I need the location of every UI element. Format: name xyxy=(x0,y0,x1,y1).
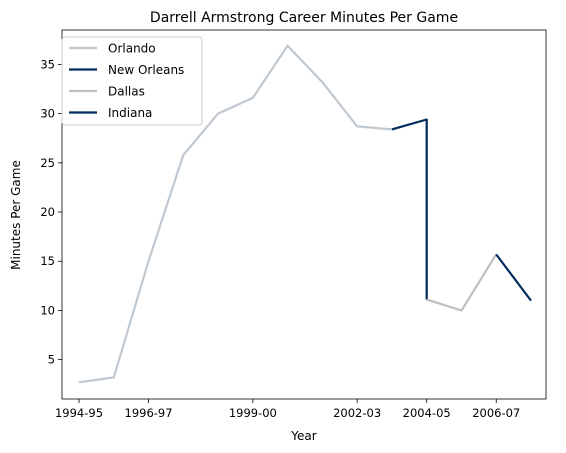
series-line-dallas xyxy=(426,253,498,312)
x-tick-label: 1999-00 xyxy=(229,406,277,420)
x-tick-label: 1994-95 xyxy=(55,406,103,420)
x-tick-label: 2002-03 xyxy=(333,406,381,420)
y-tick-label: 15 xyxy=(40,254,55,268)
chart-title: Darrell Armstrong Career Minutes Per Gam… xyxy=(150,10,458,26)
x-axis-label: Year xyxy=(290,429,316,443)
x-tick-label: 2006-07 xyxy=(472,406,520,420)
x-tick-label: 2004-05 xyxy=(403,406,451,420)
y-tick-label: 5 xyxy=(48,353,55,367)
y-tick-label: 20 xyxy=(40,205,55,219)
legend-label: Dallas xyxy=(108,85,145,99)
legend-label: New Orleans xyxy=(108,63,184,77)
legend: Orlando New Orleans Dallas Indiana xyxy=(61,36,203,126)
y-axis-ticks: 5 10 15 20 25 30 35 xyxy=(40,57,62,367)
legend-label: Orlando xyxy=(108,42,156,56)
series-line-new-orleans xyxy=(391,118,428,300)
x-tick-label: 1996-97 xyxy=(125,406,173,420)
y-axis-label: Minutes Per Game xyxy=(9,160,23,270)
y-tick-label: 30 xyxy=(40,107,55,121)
series-layer xyxy=(78,44,532,384)
y-tick-label: 35 xyxy=(40,57,55,71)
y-tick-label: 25 xyxy=(40,156,55,170)
plot-area xyxy=(61,29,547,400)
x-axis-ticks: 1994-95 1996-97 1999-00 2002-03 2004-05 2006-… xyxy=(55,399,520,420)
legend-label: Indiana xyxy=(108,106,152,120)
legend-box xyxy=(61,36,203,126)
series-line-orlando xyxy=(78,44,392,384)
series-line-indiana xyxy=(495,253,532,302)
y-tick-label: 10 xyxy=(40,303,55,317)
